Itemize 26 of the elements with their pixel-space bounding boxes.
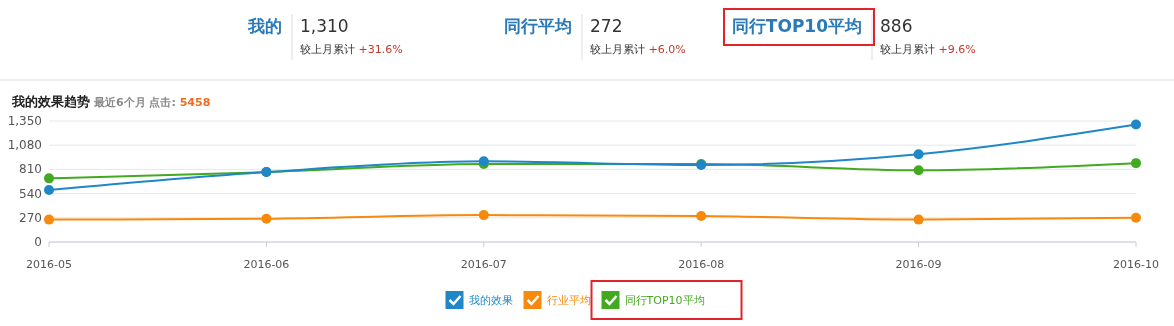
legend-label: 我的效果 [468,294,513,307]
text: 较上月累计 +9.6% [880,43,976,56]
text: 较上月累计 +6.0% [590,43,686,56]
text: 同行平均 [504,16,572,36]
x-tick-label: 2016-09 [895,258,942,271]
y-tick-label: 810 [19,162,42,177]
text: 同行TOP10平均 [731,16,862,36]
x-tick-label: 2016-08 [678,258,725,271]
text: 886 [880,16,913,36]
x-tick-label: 2016-10 [1113,258,1159,271]
y-tick-label: 1,350 [7,114,42,128]
text: 我的 [247,16,282,36]
legend-label: 行业平均 [546,294,591,307]
y-tick-label: 540 [19,186,42,201]
y-tick-label: 0 [34,235,42,249]
chart-title: 我的效果趋势 [12,94,90,109]
x-tick-label: 2016-05 [26,258,72,271]
text: 1,310 [300,16,349,36]
x-tick-label: 2016-07 [460,258,507,271]
y-tick-label: 1,080 [7,138,42,153]
x-tick-label: 2016-06 [243,258,290,271]
text: 272 [590,16,623,36]
chart-subtitle: 最近6个月 点击: 5458 [93,96,211,109]
legend-label: 同行TOP10平均 [624,294,705,307]
text: 较上月累计 +31.6% [300,43,403,56]
y-tick-label: 270 [19,210,42,225]
